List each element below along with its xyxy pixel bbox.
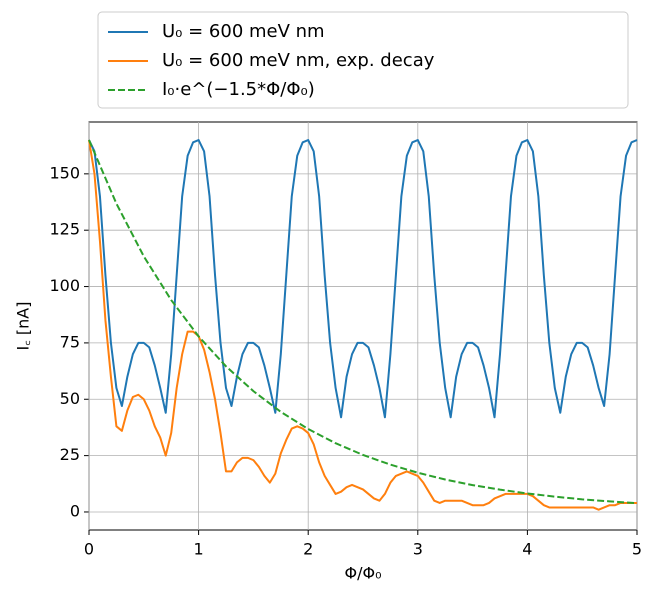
y-tick-label: 50 xyxy=(60,389,80,408)
series-line xyxy=(88,139,638,505)
y-axis-label: I꜀ [nA] xyxy=(14,302,33,351)
legend-label: U₀ = 600 meV nm, exp. decay xyxy=(162,50,435,71)
x-tick-label: 5 xyxy=(632,540,642,559)
legend-label: I₀·e^(−1.5*Φ/Φ₀) xyxy=(162,79,315,100)
x-tick-label: 0 xyxy=(84,540,94,559)
x-tick-label: 4 xyxy=(522,540,532,559)
x-tick-label: 1 xyxy=(194,540,204,559)
y-tick-label: 25 xyxy=(60,445,80,464)
y-tick-label: 100 xyxy=(49,276,80,295)
x-tick-label: 3 xyxy=(413,540,423,559)
y-tick-label: 0 xyxy=(70,501,80,520)
y-tick-label: 150 xyxy=(49,163,80,182)
x-tick-label: 2 xyxy=(303,540,313,559)
series-line xyxy=(88,139,637,511)
legend-label: U₀ = 600 meV nm xyxy=(162,21,325,42)
y-tick-label: 75 xyxy=(60,332,80,351)
series-line xyxy=(88,139,638,419)
plot-frame xyxy=(88,121,638,531)
x-axis-label: Φ/Φ₀ xyxy=(345,564,382,583)
y-tick-label: 125 xyxy=(49,220,80,239)
legend-box xyxy=(97,11,629,109)
legend: U₀ = 600 meV nm U₀ = 600 meV nm, exp. dec… xyxy=(108,21,435,100)
